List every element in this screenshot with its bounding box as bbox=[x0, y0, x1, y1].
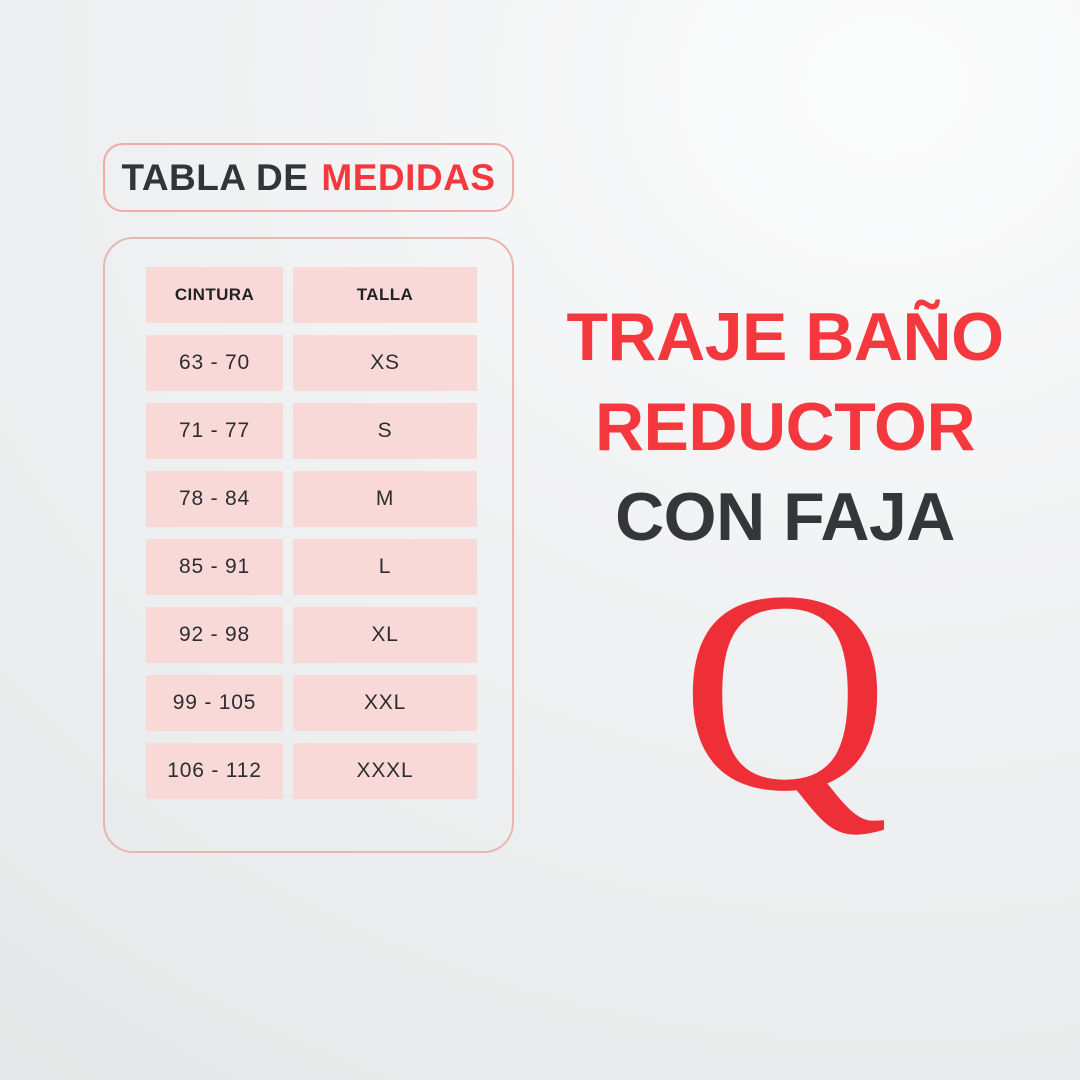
talla-cell: XL bbox=[293, 607, 477, 663]
size-chart-title-box: TABLA DE MEDIDAS bbox=[103, 143, 514, 212]
cintura-cell: 99 - 105 bbox=[146, 675, 283, 731]
cintura-cell: 92 - 98 bbox=[146, 607, 283, 663]
cintura-cell: 71 - 77 bbox=[146, 403, 283, 459]
size-chart-title-highlight: MEDIDAS bbox=[321, 156, 496, 198]
talla-cell: XS bbox=[293, 335, 477, 391]
cintura-cell: 85 - 91 bbox=[146, 539, 283, 595]
column-header-talla: TALLA bbox=[293, 267, 477, 323]
product-title-line2: REDUCTOR bbox=[594, 389, 976, 465]
brand-q-logo: Q bbox=[681, 532, 889, 851]
cintura-cell: 106 - 112 bbox=[146, 743, 283, 799]
talla-cell: M bbox=[293, 471, 477, 527]
size-chart-card: CINTURA TALLA 63 - 70 XS 71 - 77 S 78 - … bbox=[103, 237, 514, 853]
talla-cell: XXXL bbox=[293, 743, 477, 799]
product-subtitle: CON FAJA bbox=[615, 479, 955, 555]
cintura-cell: 63 - 70 bbox=[146, 335, 283, 391]
talla-cell: S bbox=[293, 403, 477, 459]
size-chart-table: CINTURA TALLA 63 - 70 XS 71 - 77 S 78 - … bbox=[146, 267, 477, 799]
talla-cell: L bbox=[293, 539, 477, 595]
product-title-line1: TRAJE BAÑO bbox=[566, 299, 1004, 375]
talla-cell: XXL bbox=[293, 675, 477, 731]
product-headline: TRAJE BAÑO REDUCTOR CON FAJA bbox=[525, 292, 1045, 562]
cintura-cell: 78 - 84 bbox=[146, 471, 283, 527]
column-header-cintura: CINTURA bbox=[146, 267, 283, 323]
size-chart-title-prefix: TABLA DE bbox=[121, 156, 309, 198]
